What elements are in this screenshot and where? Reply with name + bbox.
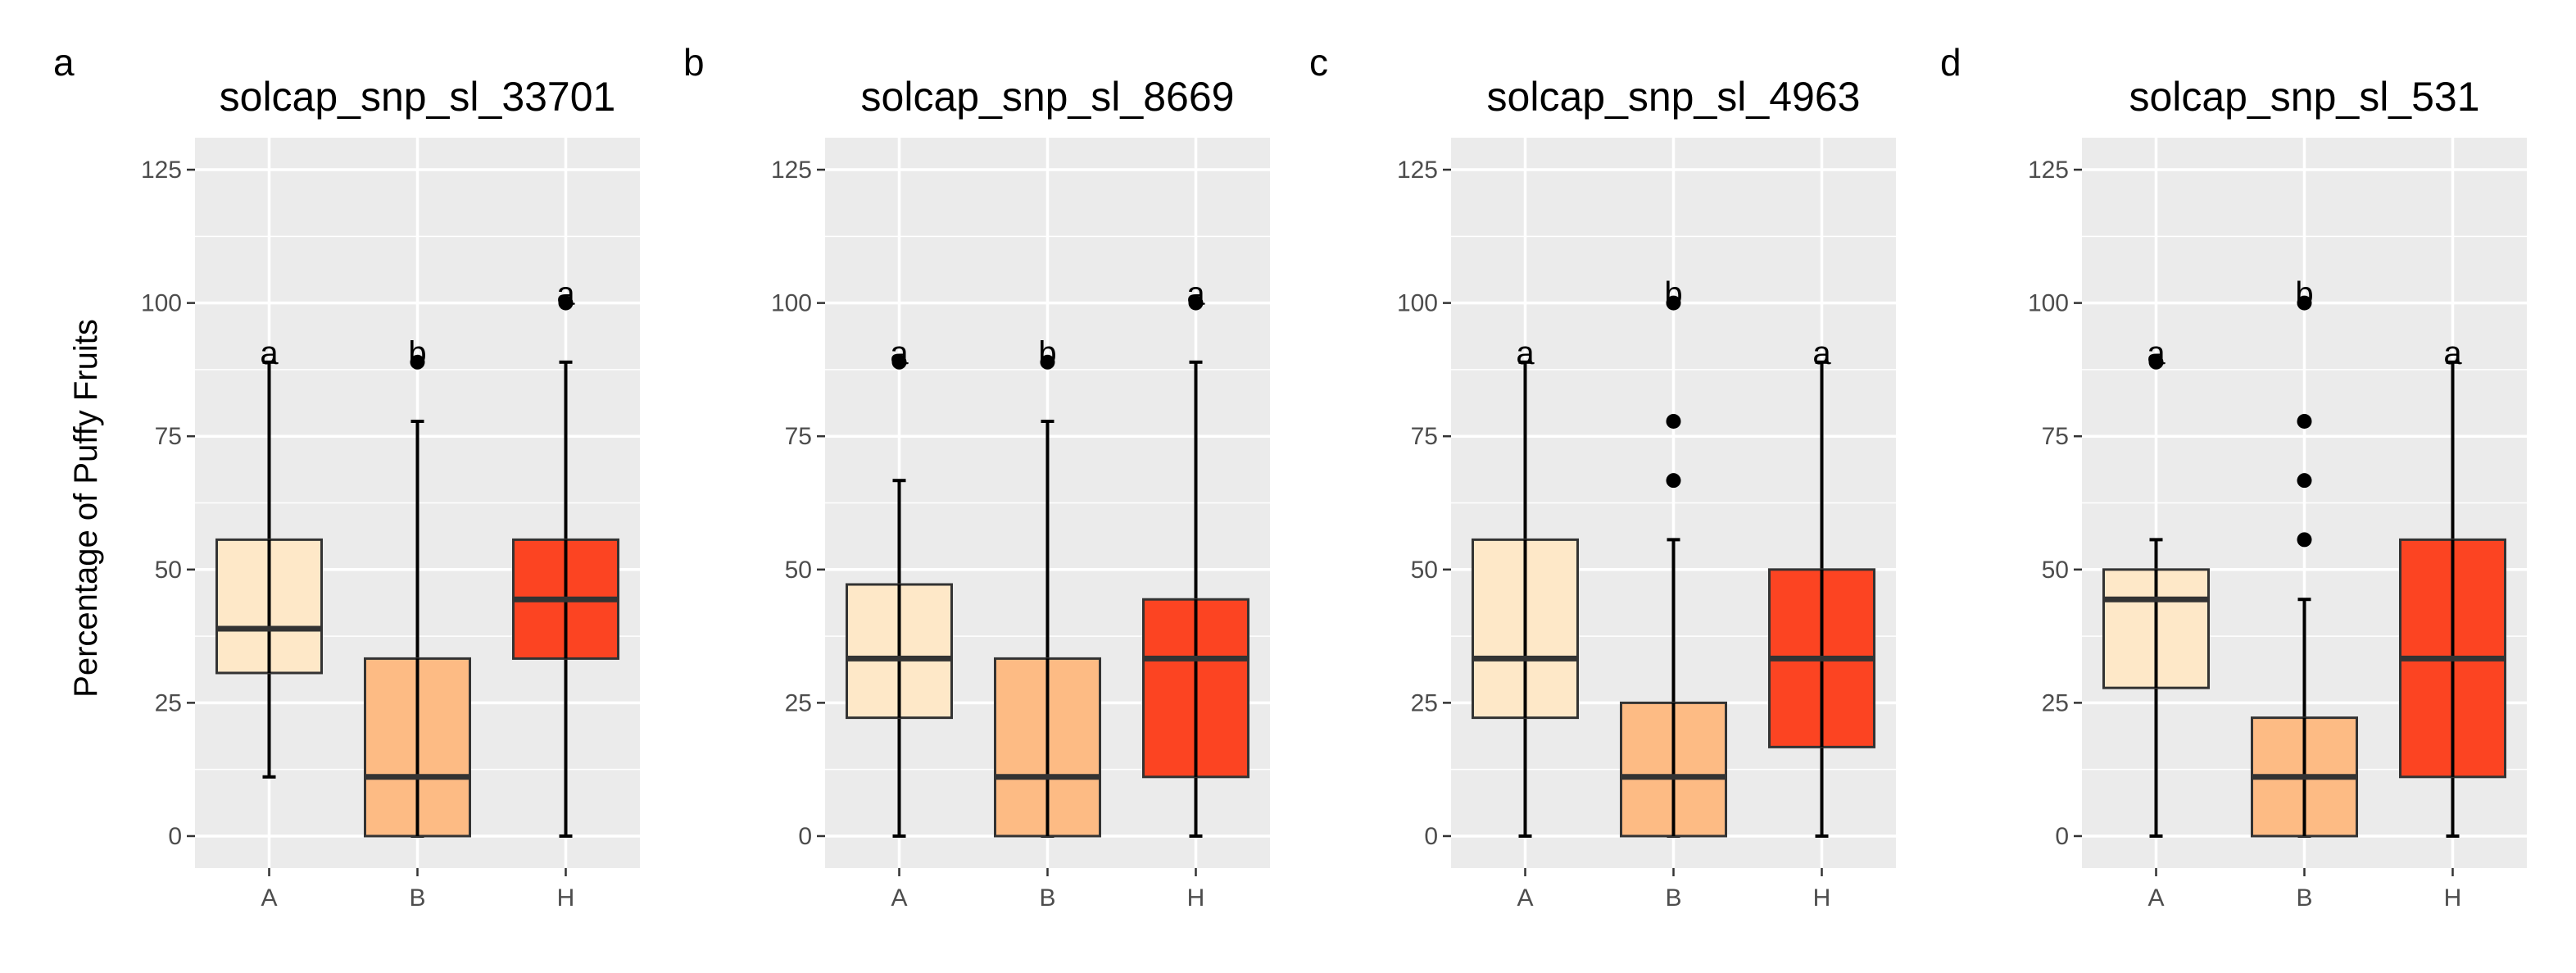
panel-d-box-b-significance-letter: b bbox=[2295, 276, 2313, 312]
panel-a-y-tick-label: 125 bbox=[141, 157, 182, 184]
panel-b-x-tick-label: B bbox=[1039, 884, 1055, 912]
panel-c-y-tick-label: 50 bbox=[1411, 557, 1438, 584]
panel-d-box-b-outlier-point bbox=[2297, 473, 2312, 489]
panel-c-box-h-significance-letter: a bbox=[1812, 335, 1831, 371]
panel-d-box-h-significance-letter: a bbox=[2443, 335, 2462, 371]
panel-c-title: solcap_snp_sl_4963 bbox=[1487, 74, 1861, 120]
panel-a-y-tick-label: 25 bbox=[155, 689, 182, 716]
panel-d-y-tick-label: 0 bbox=[2055, 823, 2069, 850]
panel-d-box-b-outlier-point bbox=[2297, 413, 2312, 429]
panel-d-x-tick-label: A bbox=[2147, 884, 2164, 912]
panel-c-box-a-significance-letter: a bbox=[1516, 335, 1535, 371]
panel-b-y-tick-label: 125 bbox=[771, 157, 812, 184]
panel-b-letter: b bbox=[683, 41, 705, 84]
panel-c-y-tick-label: 100 bbox=[1397, 290, 1438, 317]
panel-c-y-tick-label: 125 bbox=[1397, 157, 1438, 184]
panel-d-y-tick-label: 75 bbox=[2042, 423, 2069, 450]
panel-d-y-tick-label: 100 bbox=[2028, 290, 2069, 317]
panel-c-letter: c bbox=[1309, 41, 1328, 84]
panel-b-box-b-outlier-point bbox=[1040, 354, 1055, 370]
panel-a-y-tick-label: 50 bbox=[155, 557, 182, 584]
panel-d-box-b-outlier-point bbox=[2297, 295, 2312, 311]
panel-d-x-tick-label: H bbox=[2444, 884, 2462, 912]
panel-d-box-b-outlier-point bbox=[2297, 532, 2312, 548]
panel-b-box-a-outlier-point bbox=[891, 354, 907, 370]
panel-a-box-b-significance-letter: b bbox=[408, 335, 426, 371]
panel-b-x-tick-label: A bbox=[891, 884, 907, 912]
panel-a-box-h-outlier-point bbox=[558, 295, 574, 311]
panel-d-box-a-outlier-point bbox=[2148, 354, 2164, 370]
panel-c-y-tick-label: 0 bbox=[1424, 823, 1438, 850]
panel-b-y-tick-label: 75 bbox=[785, 423, 812, 450]
panel-c-y-tick-label: 25 bbox=[1411, 689, 1438, 716]
panel-a-x-tick-label: A bbox=[261, 884, 277, 912]
panel-b-title: solcap_snp_sl_8669 bbox=[861, 74, 1235, 120]
panel-b-box-h-significance-letter: a bbox=[1186, 276, 1205, 312]
panel-a-box-h-significance-letter: a bbox=[556, 276, 575, 312]
panel-b-x-tick-label: H bbox=[1187, 884, 1205, 912]
panel-c-box-b-outlier-point bbox=[1666, 473, 1681, 489]
panel-b-y-tick-label: 100 bbox=[771, 290, 812, 317]
panel-c-box-b-outlier-point bbox=[1666, 413, 1681, 429]
panel-c-x-tick-label: H bbox=[1813, 884, 1831, 912]
panel-b-y-tick-label: 0 bbox=[798, 823, 812, 850]
panel-a-x-tick-label: H bbox=[557, 884, 575, 912]
panel-a-title: solcap_snp_sl_33701 bbox=[220, 74, 616, 120]
panel-d-y-tick-label: 25 bbox=[2042, 689, 2069, 716]
panel-d-x-tick-label: B bbox=[2296, 884, 2312, 912]
panel-c-box-b-outlier-point bbox=[1666, 295, 1681, 311]
panel-a-box-a-significance-letter: a bbox=[260, 335, 279, 371]
panel-c-x-tick-label: B bbox=[1665, 884, 1681, 912]
panel-d-letter: d bbox=[1940, 41, 1961, 84]
panel-a-y-tick-label: 75 bbox=[155, 423, 182, 450]
panel-b-box-a-significance-letter: a bbox=[890, 335, 909, 371]
panel-a-letter: a bbox=[53, 41, 75, 84]
panel-c-x-tick-label: A bbox=[1517, 884, 1533, 912]
panel-a-x-tick-label: B bbox=[409, 884, 425, 912]
panel-d-title: solcap_snp_sl_531 bbox=[2129, 74, 2479, 120]
panel-b-box-h-outlier-point bbox=[1188, 295, 1204, 311]
panel-a-box-b-outlier-point bbox=[410, 354, 425, 370]
panel-b-y-tick-label: 25 bbox=[785, 689, 812, 716]
panel-c-y-tick-label: 75 bbox=[1411, 423, 1438, 450]
panel-a-y-tick-label: 0 bbox=[168, 823, 182, 850]
panel-d-box-a-significance-letter: a bbox=[2147, 335, 2166, 371]
y-axis-title: Percentage of Puffy Fruits bbox=[68, 319, 104, 698]
panel-b-y-tick-label: 50 bbox=[785, 557, 812, 584]
panel-a-y-tick-label: 100 bbox=[141, 290, 182, 317]
panel-c-box-b-significance-letter: b bbox=[1664, 276, 1682, 312]
panel-d-y-tick-label: 125 bbox=[2028, 157, 2069, 184]
panel-b-box-b-significance-letter: b bbox=[1038, 335, 1056, 371]
panel-d-y-tick-label: 50 bbox=[2042, 557, 2069, 584]
